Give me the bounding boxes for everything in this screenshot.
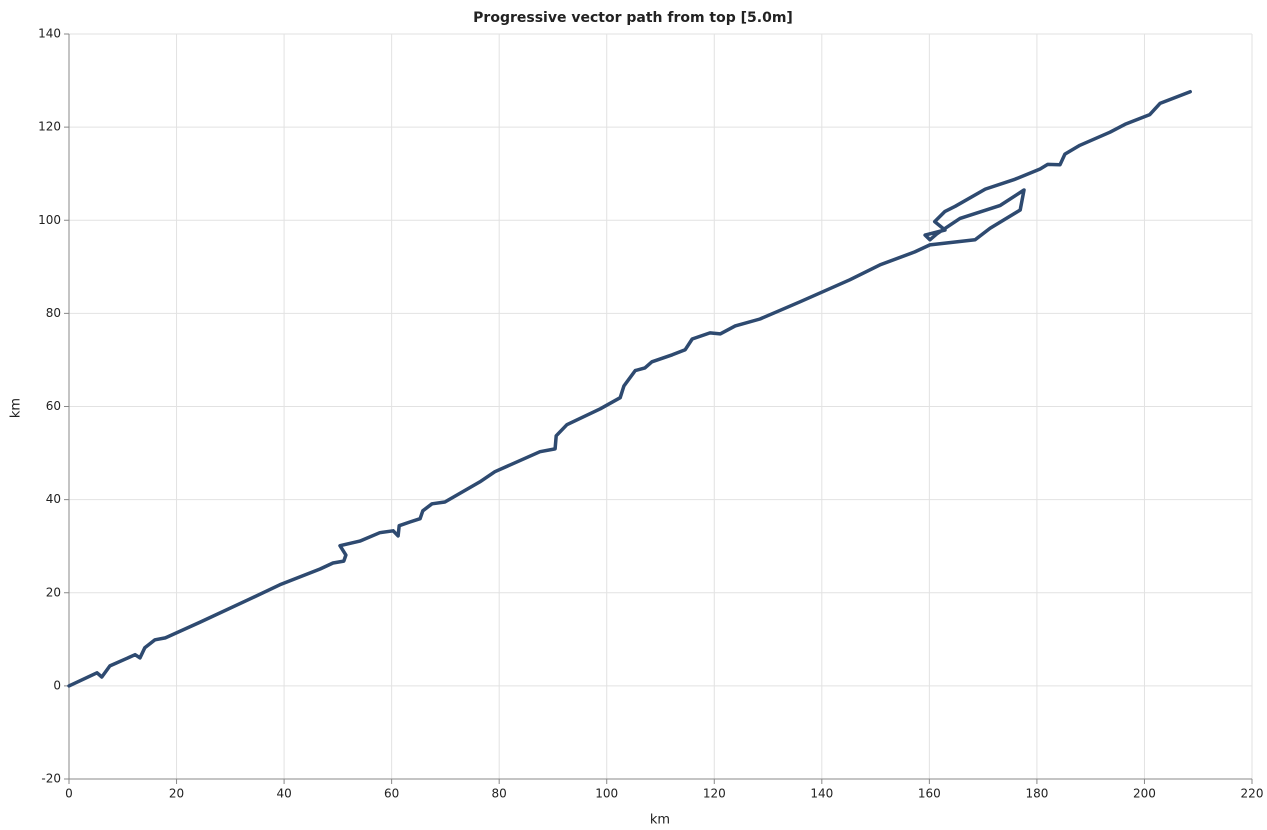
data-line bbox=[67, 89, 1192, 688]
y-tick-label: 20 bbox=[46, 585, 61, 599]
x-tick-label: 180 bbox=[1025, 787, 1048, 801]
x-tick-label: 200 bbox=[1133, 787, 1156, 801]
x-tick-label: 220 bbox=[1241, 787, 1264, 801]
y-axis-title: km bbox=[9, 398, 24, 418]
y-tick-label: 140 bbox=[38, 27, 61, 41]
y-tick-label: 80 bbox=[46, 306, 61, 320]
y-tick-label: 40 bbox=[46, 492, 61, 506]
x-tick-label: 120 bbox=[703, 787, 726, 801]
x-tick-label: 20 bbox=[169, 787, 184, 801]
y-tick-label: 0 bbox=[53, 678, 61, 692]
x-tick-label: 80 bbox=[492, 787, 507, 801]
x-axis-title: km bbox=[650, 813, 670, 828]
y-tick-label: -20 bbox=[41, 772, 61, 786]
x-tick-label: 140 bbox=[810, 787, 833, 801]
x-tick-label: 0 bbox=[65, 787, 73, 801]
chart-title: Progressive vector path from top [5.0m] bbox=[473, 10, 793, 26]
x-tick-label: 100 bbox=[595, 787, 618, 801]
y-tick-label: 100 bbox=[38, 213, 61, 227]
y-tick-label: 120 bbox=[38, 120, 61, 134]
y-tick-label: 60 bbox=[46, 399, 61, 413]
x-tick-label: 40 bbox=[276, 787, 291, 801]
x-tick-label: 160 bbox=[918, 787, 941, 801]
x-tick-label: 60 bbox=[384, 787, 399, 801]
